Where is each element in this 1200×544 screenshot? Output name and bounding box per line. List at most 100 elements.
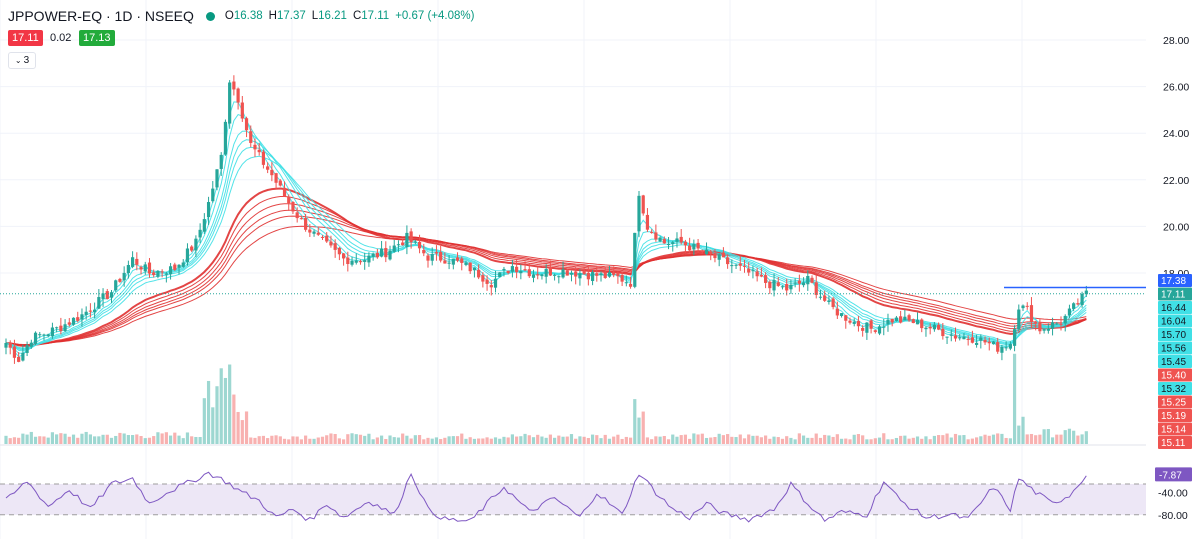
volume-bar [890,439,894,444]
volume-bar [844,438,848,444]
candle-body [1084,290,1088,295]
volume-bar [1017,425,1021,444]
candle-body [114,280,118,291]
candle-body [329,241,333,246]
candle-body [401,242,405,246]
volume-bar [215,386,219,444]
volume-bar [607,438,612,444]
candle-body [506,270,510,273]
volume-bar [979,436,983,444]
candle-body [966,338,970,340]
candle-body [548,267,552,276]
candle-body [46,334,50,337]
candle-body [122,272,126,281]
price-axis-label-text: 17.11 [1161,290,1186,301]
volume-bar [143,438,147,444]
volume-bar [932,435,936,444]
change-value: +0.67 (+4.08%) [395,10,475,22]
price-axis-label: 15.40 [1158,368,1192,382]
volume-bar [266,438,270,444]
volume-bar [869,439,873,444]
candle-body [696,242,700,249]
volume-bar [527,435,531,444]
candle-body [810,277,814,283]
volume-bar [1067,428,1072,444]
legend-header: JPPOWER-EQ · 1D · NSEEQ O16.38 H17.37 L1… [8,6,480,26]
sell-button[interactable]: 17.11 [8,30,43,46]
volume-bar [312,438,316,444]
candle-body [806,275,810,285]
volume-bar [304,435,308,444]
price-tick-label: 20.00 [1163,221,1189,233]
fast-ema-line [5,101,1087,358]
price-axis[interactable]: 28.0026.0024.0022.0020.0018.00-40.00-80.… [1146,0,1200,539]
candle-body [713,253,717,259]
volume-bar [772,436,776,444]
volume-bar [734,437,738,444]
volume-bar [894,437,899,444]
price-axis-label-text: 15.25 [1161,398,1186,409]
price-axis-label-text: 15.40 [1161,371,1186,382]
volume-bar [451,436,455,444]
candle-body [894,317,899,321]
candle-body [181,262,185,267]
volume-bar [1038,434,1042,444]
volume-bar [633,399,637,444]
candle-body [1038,322,1042,332]
price-axis-label-bg [1158,341,1192,355]
price-axis-label: 15.11 [1158,436,1192,449]
candle-body [823,295,827,301]
indicators-toggle-button[interactable]: ⌄ 3 [8,52,36,69]
volume-bar [202,398,206,444]
candle-body [818,296,823,298]
volume-bar [759,437,763,444]
candle-body [637,195,641,232]
volume-bar [181,438,185,444]
moving-average-ribbon [5,101,1087,358]
candle-body [1034,322,1038,324]
candle-body [350,260,354,265]
candle-body [531,274,536,278]
price-axis-label-text: 15.19 [1161,411,1186,422]
candle-body [240,102,244,119]
price-tick-label: 26.00 [1163,82,1189,94]
horizontal-line[interactable] [0,286,1146,295]
slow-ema-line [5,225,1087,345]
candle-body [502,268,506,271]
volume-bar [709,437,713,444]
buy-button[interactable]: 17.13 [79,30,115,46]
volume-bar [839,438,844,444]
price-axis-label: 17.11 [1158,287,1192,301]
candle-body [375,253,379,258]
candle-body [1046,328,1050,331]
volume-bar [1076,435,1080,444]
candle-body [160,271,164,273]
price-axis-label: 16.44 [1158,301,1192,314]
price-axis-label-bg [1158,274,1192,287]
volume-bar [114,435,118,444]
candle-body [261,151,266,165]
candle-body [730,265,734,267]
volume-bar [1012,353,1017,444]
candle-body [93,309,97,313]
candle-body [1080,293,1084,306]
symbol-title[interactable]: JPPOWER-EQ · 1D · NSEEQ [8,8,194,24]
candle-body [569,272,574,275]
candle-body [308,229,312,233]
volume-bar [160,433,164,444]
volume-bar [810,437,814,444]
candle-body [42,334,46,336]
volume-bar [55,434,59,444]
candle-body [126,265,130,274]
volume-bar [257,436,261,444]
volume-bar [413,435,417,444]
candle-body [25,345,29,353]
volume-bar [801,435,806,444]
candle-body [814,282,818,295]
volume-bar [118,432,122,444]
price-axis-label-text: 15.56 [1161,344,1186,355]
price-axis-label-bg [1158,395,1192,409]
volume-bar [185,432,190,444]
